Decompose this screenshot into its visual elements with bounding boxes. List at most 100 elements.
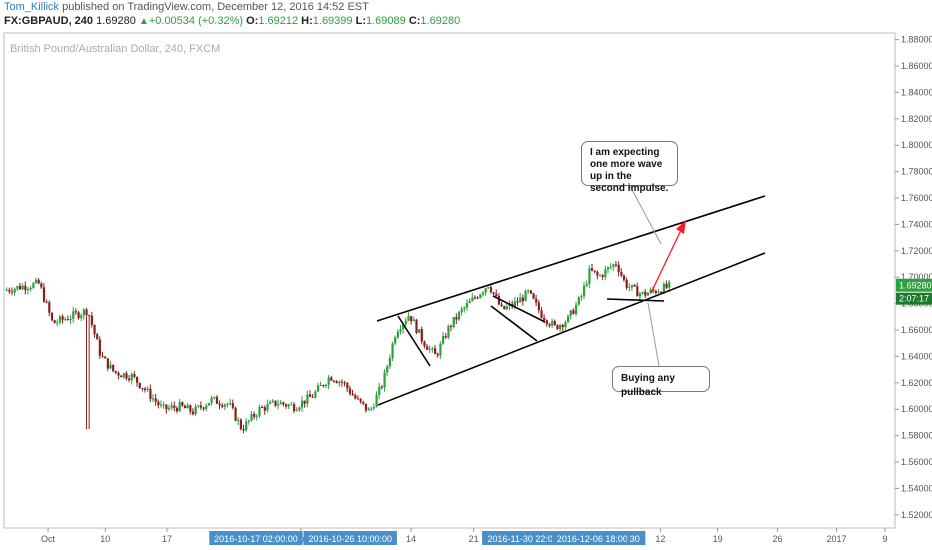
- candle-body: [380, 386, 384, 388]
- candle-body: [572, 310, 575, 315]
- candle-body: [151, 398, 155, 400]
- projection-arrow[interactable]: [650, 227, 683, 294]
- candle-body: [56, 322, 59, 324]
- y-tick-label: 1.60000: [901, 404, 932, 414]
- candle-body: [117, 372, 120, 376]
- price-tag: 1.69280 2:07:17: [896, 278, 932, 305]
- y-tick-label: 1.82000: [901, 114, 932, 124]
- channel-upper-line[interactable]: [376, 195, 766, 322]
- candle-body: [298, 407, 301, 410]
- candle-body: [277, 404, 280, 406]
- flag-line-2a[interactable]: [492, 295, 546, 323]
- candle-body: [69, 318, 72, 321]
- x-tick-label: 26: [773, 534, 783, 544]
- x-highlight-box: [551, 531, 646, 545]
- candle-body: [205, 405, 208, 409]
- y-tick-label: 1.74000: [901, 219, 932, 229]
- candle-body: [657, 291, 660, 293]
- x-highlight-box: [482, 531, 571, 545]
- candle-body: [660, 291, 663, 294]
- candle-body: [85, 309, 88, 316]
- open-label: O:: [246, 15, 259, 27]
- candle-body: [614, 264, 618, 266]
- candle-body: [431, 348, 434, 350]
- candle-body: [133, 373, 136, 377]
- chart-pane: [3, 32, 896, 529]
- candle-body: [356, 398, 360, 400]
- candle-body: [271, 400, 274, 402]
- candle-body: [625, 279, 628, 288]
- candle-body: [668, 282, 671, 288]
- candle-body: [399, 329, 402, 332]
- chart-title: British Pound/Australian Dollar, 240, FX…: [10, 43, 220, 55]
- y-tick-label: 1.52000: [901, 510, 932, 520]
- candle-body: [665, 283, 668, 288]
- candle-body: [210, 397, 213, 403]
- candle-body: [8, 289, 11, 292]
- candle-body: [447, 325, 450, 338]
- x-highlight-label: 2016-12-06 18:00:00: [557, 534, 641, 544]
- candle-body: [138, 382, 141, 388]
- candle-body: [394, 337, 397, 344]
- x-highlight-label: 30: [630, 534, 640, 544]
- candle-body: [261, 407, 264, 409]
- candle-body: [287, 404, 290, 407]
- change-value: +0.00534 (+0.32%): [148, 15, 244, 27]
- candle-body: [279, 402, 282, 405]
- candle-body: [173, 405, 176, 408]
- candle-body: [242, 429, 245, 431]
- candle-body: [64, 319, 67, 321]
- candle-body: [266, 403, 269, 411]
- candle-body: [370, 408, 373, 410]
- candle-body: [481, 292, 485, 295]
- candle-body: [410, 316, 413, 322]
- candle-body: [590, 268, 594, 271]
- candle-body: [628, 287, 631, 289]
- candle-body: [516, 301, 519, 303]
- candle-body: [101, 355, 104, 357]
- candle-body: [386, 366, 389, 373]
- candle-body: [559, 325, 562, 330]
- y-tick-label: 1.66000: [901, 325, 932, 335]
- candle-body: [231, 403, 235, 408]
- callout-expecting-wave[interactable]: I am expecting one more wave up in the s…: [581, 141, 678, 194]
- candle-body: [569, 310, 572, 316]
- price-tag-value: 1.69280: [899, 281, 932, 291]
- x-highlight-box: [627, 531, 643, 545]
- candle-body: [194, 406, 197, 415]
- y-axis[interactable]: 1.52000 1.54000 1.56000 1.58000 1.60000 1.620…: [895, 35, 932, 520]
- channel-lower-line[interactable]: [377, 252, 766, 406]
- x-highlight-box: [209, 531, 303, 545]
- author-name[interactable]: Tom_Killick: [4, 1, 60, 13]
- countdown-box: [896, 292, 932, 305]
- candle-body: [144, 388, 147, 391]
- support-line[interactable]: [606, 298, 665, 302]
- candle-body: [402, 323, 405, 330]
- candle-body: [149, 388, 152, 399]
- candle-body: [48, 302, 51, 313]
- flag-line-1[interactable]: [397, 315, 431, 367]
- candle-body: [540, 310, 543, 318]
- candle-body: [255, 415, 258, 417]
- candle-body: [40, 283, 43, 288]
- last-price: 1.69280: [96, 15, 136, 27]
- candle-body: [109, 364, 112, 369]
- candle-body: [303, 400, 306, 404]
- candle-body: [263, 407, 266, 411]
- candle-body: [32, 283, 35, 288]
- candle-body: [367, 408, 370, 411]
- candle-body: [159, 404, 163, 406]
- candle-body: [295, 409, 298, 412]
- candle-body: [537, 302, 540, 311]
- y-tick-label: 1.80000: [901, 140, 932, 150]
- candle-body: [90, 315, 94, 325]
- candle-body: [61, 316, 64, 320]
- x-axis[interactable]: Oct1017Nov1421121926201792016-10-17 02:0…: [41, 528, 888, 545]
- candle-body: [606, 267, 610, 270]
- candle-body: [383, 372, 386, 388]
- flag-line-2b[interactable]: [490, 305, 538, 342]
- callout-buying-pullback[interactable]: Buying any pullback: [612, 366, 710, 398]
- candle-body: [93, 324, 96, 335]
- candle-body: [548, 324, 551, 326]
